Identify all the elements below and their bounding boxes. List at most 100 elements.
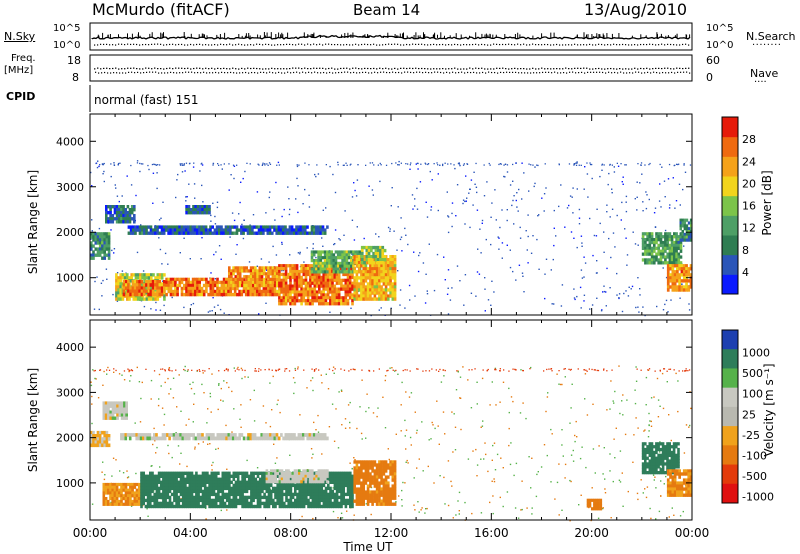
- noise-point: [380, 307, 382, 309]
- nsearch-point: [436, 44, 438, 46]
- noise-point: [455, 389, 458, 391]
- nave-point: [212, 72, 214, 74]
- noise-point: [618, 479, 621, 481]
- freq-point: [133, 67, 135, 69]
- echo-cell: [143, 276, 146, 280]
- echo-cell: [167, 225, 170, 229]
- noise-point: [530, 366, 532, 369]
- echo-cell: [180, 292, 184, 297]
- nsearch-point: [541, 44, 543, 46]
- echo-cell: [341, 264, 344, 268]
- echo-cell: [646, 261, 649, 265]
- echo-cell: [202, 228, 206, 232]
- noise-point: [484, 288, 486, 290]
- nsearch-point: [268, 43, 270, 46]
- echo-cell: [344, 296, 348, 300]
- echo-point: [346, 164, 348, 166]
- echo-point: [427, 163, 429, 166]
- noise-point: [337, 517, 339, 519]
- noise-point: [510, 442, 512, 444]
- noise-point: [357, 164, 359, 166]
- echo-cell: [103, 238, 106, 242]
- freq-point: [373, 67, 375, 70]
- echo-point: [130, 164, 132, 167]
- noise-point: [509, 266, 512, 269]
- noise-point: [91, 403, 93, 405]
- echo-cell: [646, 258, 649, 262]
- nave-point: [596, 71, 598, 73]
- nsearch-point: [346, 43, 348, 46]
- echo-cell: [378, 270, 381, 274]
- echo-point: [576, 162, 578, 164]
- nsearch-point: [142, 44, 144, 46]
- echo-cell: [369, 276, 372, 280]
- echo-cell: [138, 485, 141, 489]
- echo-point: [436, 162, 438, 164]
- noise-point: [296, 165, 299, 168]
- echo-point: [345, 162, 347, 164]
- noise-point: [509, 463, 512, 466]
- echo-cell: [256, 286, 259, 291]
- echo-cell: [216, 289, 219, 294]
- echo-cell: [136, 276, 140, 280]
- echo-cell: [291, 296, 294, 300]
- echo-point: [155, 164, 158, 166]
- noise-point: [205, 518, 207, 520]
- echo-cell: [253, 289, 257, 294]
- echo-cell: [268, 231, 272, 235]
- noise-point: [220, 387, 222, 390]
- noise-point: [184, 369, 186, 372]
- echo-cell: [315, 281, 319, 285]
- freq-point: [433, 68, 435, 70]
- echo-point: [568, 368, 570, 370]
- echo-cell: [140, 477, 143, 481]
- nsearch-point: [535, 44, 537, 46]
- echo-cell: [677, 252, 681, 256]
- noise-point: [490, 243, 492, 246]
- echo-cell: [677, 255, 681, 259]
- echo-point: [676, 163, 678, 165]
- noise-point: [636, 196, 638, 198]
- echo-cell: [90, 232, 93, 236]
- echo-cell: [234, 283, 238, 288]
- nsearch-point: [439, 44, 441, 46]
- echo-cell: [676, 279, 679, 283]
- noise-point: [126, 477, 129, 479]
- noise-point: [297, 252, 300, 254]
- echo-cell: [360, 297, 363, 301]
- echo-cell: [673, 282, 677, 286]
- echo-cell: [152, 297, 155, 301]
- echo-cell: [644, 258, 647, 262]
- freq-point: [544, 68, 546, 70]
- noise-point: [527, 262, 529, 264]
- echo-point: [410, 162, 412, 164]
- echo-cell: [384, 288, 388, 292]
- echo-cell: [273, 266, 277, 270]
- echo-cell: [326, 250, 329, 254]
- nave-point: [524, 72, 526, 74]
- echo-cell: [650, 252, 654, 256]
- noise-point: [472, 204, 474, 206]
- noise-point: [368, 407, 370, 409]
- noise-point: [433, 482, 435, 484]
- echo-cell: [140, 492, 143, 497]
- noise-point: [113, 248, 116, 250]
- echo-cell: [120, 502, 123, 506]
- echo-cell: [322, 290, 325, 294]
- noise-point: [113, 162, 115, 164]
- echo-cell: [278, 299, 281, 303]
- nsearch-point: [667, 43, 669, 45]
- freq-point: [541, 67, 543, 69]
- noise-point: [464, 223, 466, 225]
- echo-cell: [673, 243, 676, 248]
- nsearch-point: [451, 44, 453, 46]
- echo-cell: [163, 273, 166, 277]
- nave-point: [182, 72, 184, 74]
- nsearch-point: [607, 44, 609, 46]
- freq-point: [238, 68, 240, 70]
- noise-point: [426, 293, 429, 295]
- nsearch-point: [544, 43, 546, 46]
- echo-cell: [105, 232, 109, 236]
- echo-cell: [666, 264, 670, 268]
- nave-point: [659, 72, 661, 74]
